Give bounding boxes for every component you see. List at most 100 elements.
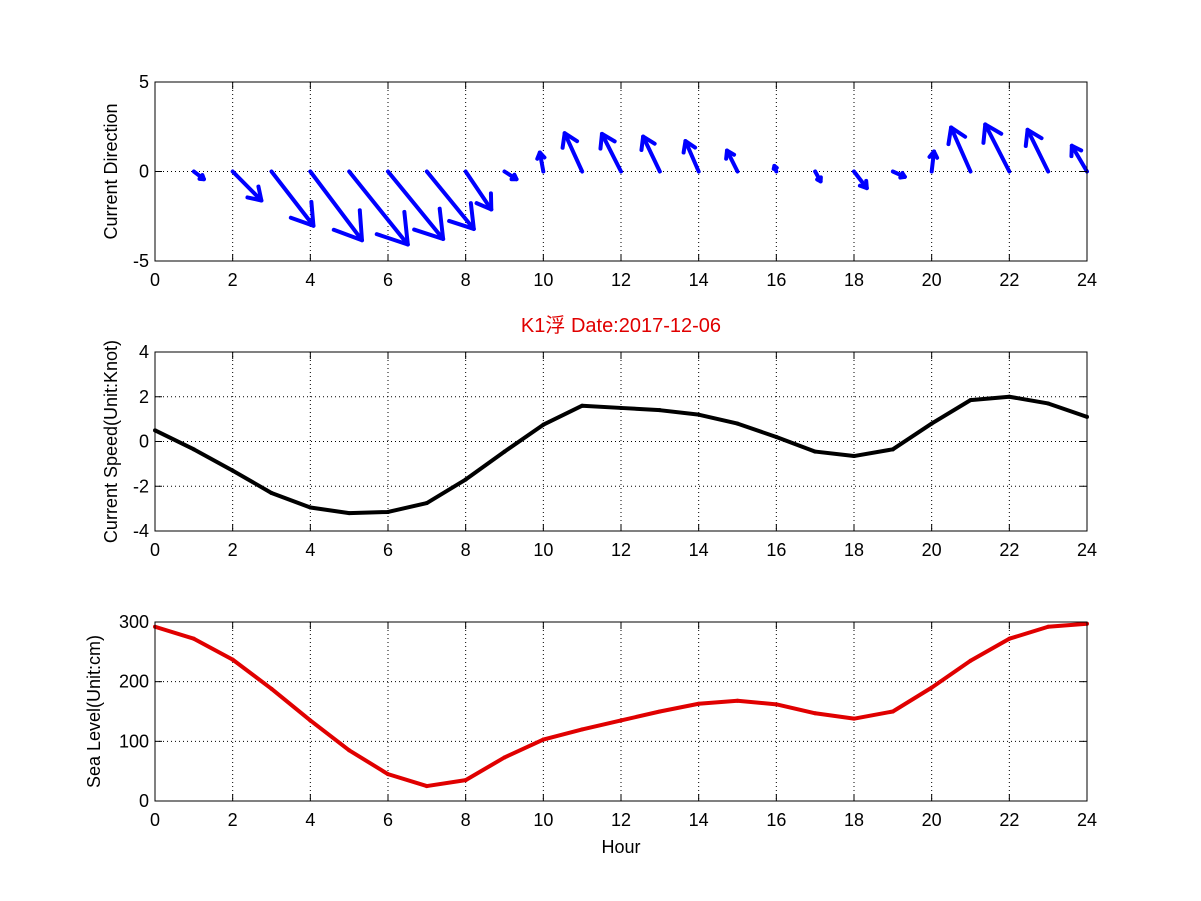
current-direction-arrow-head: [245, 184, 264, 203]
current-direction-xtick-label: 8: [461, 270, 471, 290]
current-direction-arrow-head: [771, 163, 779, 171]
sea-level-ytick-label: 0: [139, 791, 149, 811]
current-direction-arrow-shaft: [1069, 143, 1089, 174]
sea-level-ytick-label: 200: [119, 672, 149, 692]
chart-title: K1浮 Date:2017-12-06: [521, 314, 721, 337]
current-direction-arrow-head: [374, 209, 410, 247]
current-direction-arrow-head: [474, 191, 494, 212]
current-direction-arrow: [560, 131, 585, 174]
current-speed-point: [774, 435, 779, 440]
current-direction-arrows: [191, 122, 1089, 247]
sea-level-point: [502, 755, 507, 760]
sea-level-ytick-label: 300: [119, 612, 149, 632]
sea-level-point: [774, 702, 779, 707]
current-speed-xtick-label: 14: [689, 540, 709, 560]
current-direction-xtick-label: 24: [1077, 270, 1097, 290]
sea-level-xtick-label: 22: [999, 810, 1019, 830]
sea-level-point: [890, 709, 895, 714]
current-direction-arrow-head: [724, 148, 737, 161]
current-direction-arrow-head: [560, 131, 580, 150]
current-speed-point: [502, 449, 507, 454]
current-direction-arrow: [463, 169, 494, 212]
current-direction-xtick-label: 18: [844, 270, 864, 290]
current-direction-arrow-head: [815, 175, 823, 184]
sea-level-xtick-label: 14: [689, 810, 709, 830]
current-direction-arrow: [813, 169, 823, 184]
current-speed-point: [230, 468, 235, 473]
current-speed-point: [580, 403, 585, 408]
current-direction-ytick-label: 0: [139, 162, 149, 182]
current-speed-point: [541, 422, 546, 427]
current-speed-grid: [155, 352, 1087, 531]
current-speed-point: [929, 421, 934, 426]
sea-level-point: [968, 658, 973, 663]
current-speed-point: [619, 405, 623, 410]
sea-level-point: [347, 748, 352, 753]
current-speed-point: [269, 490, 274, 495]
current-direction-arrow-shaft: [269, 169, 316, 228]
sea-level-point: [813, 711, 818, 716]
current-direction-xtick-label: 20: [922, 270, 942, 290]
current-direction-arrow-shaft: [308, 169, 364, 243]
current-direction-arrow: [639, 134, 662, 174]
current-speed-ytick-label: 2: [139, 387, 149, 407]
current-direction-arrow: [927, 149, 940, 174]
current-speed-xtick-label: 2: [228, 540, 238, 560]
current-direction-arrow: [890, 169, 907, 180]
sea-level-xtick-label: 0: [150, 810, 160, 830]
sea-level-ylabel: Sea Level(Unit:cm): [84, 635, 104, 788]
current-direction-arrow-head: [288, 199, 316, 228]
current-speed-xtick-label: 6: [383, 540, 393, 560]
current-speed-point: [386, 509, 390, 514]
sea-level-point: [191, 636, 196, 641]
current-direction-arrow-head: [1069, 143, 1084, 159]
current-speed-point: [347, 511, 352, 516]
current-direction-arrow-head: [197, 173, 206, 182]
sea-level-point: [424, 784, 429, 789]
current-direction-arrow-shaft: [683, 139, 701, 174]
current-direction-arrow: [502, 169, 519, 182]
current-speed-point: [1046, 401, 1051, 406]
sea-level-point: [230, 657, 235, 662]
current-speed-xtick-label: 4: [305, 540, 315, 560]
current-speed-point: [968, 398, 973, 403]
current-direction-arrow-head: [598, 131, 617, 151]
current-speed-point: [191, 447, 196, 452]
current-speed-xtick-label: 24: [1077, 540, 1097, 560]
current-direction-arrow-shaft: [641, 134, 662, 174]
sea-level-xtick-label: 24: [1077, 810, 1097, 830]
current-direction-arrow: [946, 125, 973, 174]
current-speed-xtick-label: 12: [611, 540, 631, 560]
current-speed-point: [852, 454, 856, 459]
sea-level-point: [386, 772, 390, 777]
current-direction-arrow-shaft: [599, 131, 623, 174]
current-direction-ylabel: Current Direction: [101, 103, 121, 239]
current-speed-ytick-label: -2: [133, 476, 149, 496]
sea-level-xtick-label: 18: [844, 810, 864, 830]
current-direction-arrow: [191, 169, 206, 182]
current-speed-ylabel: Current Speed(Unit:Knot): [101, 340, 121, 543]
current-direction-arrow: [852, 169, 869, 191]
current-speed-series: [153, 394, 1089, 516]
current-direction-arrow-shaft: [347, 169, 410, 247]
current-speed-xtick-label: 20: [922, 540, 942, 560]
current-direction-ticks: 0 2 4 6 8 10 12 14 16 18 20 22 24-505: [133, 72, 1097, 290]
sea-level-xtick-label: 4: [305, 810, 315, 830]
current-speed-point: [657, 408, 662, 413]
current-speed-point: [463, 477, 468, 482]
sea-level-point: [852, 716, 856, 721]
current-direction-arrow-shaft: [725, 148, 740, 174]
current-direction-arrow: [535, 150, 547, 174]
current-speed-point: [735, 421, 740, 426]
sea-level-series: [153, 621, 1089, 789]
sea-level-xlabel: Hour: [601, 837, 640, 857]
current-direction-arrow-head: [639, 134, 657, 153]
current-direction-arrow-head: [535, 150, 547, 161]
current-speed-xtick-label: 22: [999, 540, 1019, 560]
sea-level-point: [929, 685, 934, 690]
current-direction-arrow: [308, 169, 364, 243]
